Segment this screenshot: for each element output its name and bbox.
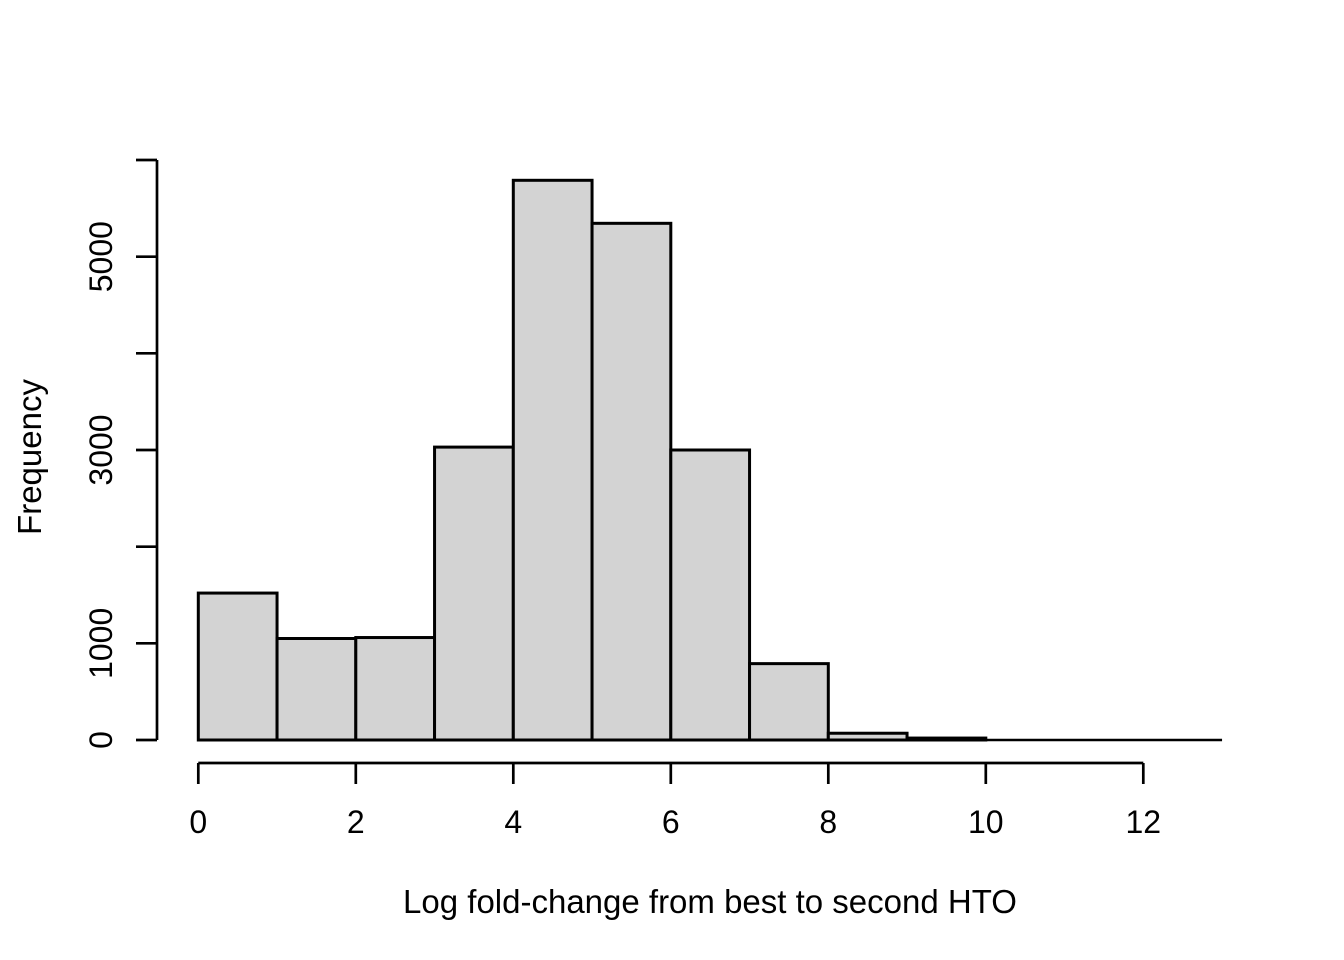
x-tick-label: 4 [504, 804, 522, 840]
tick-labels-layer: 0 1000 3000 5000 0 2 4 6 8 10 12 [83, 221, 1161, 840]
x-tick-label: 6 [662, 804, 680, 840]
y-tick-label: 5000 [83, 221, 119, 292]
y-tick-label: 3000 [83, 414, 119, 485]
histogram-bar [669, 448, 752, 742]
histogram-bar [275, 637, 358, 742]
x-tick-label: 2 [347, 804, 365, 840]
bars-layer [196, 178, 1223, 742]
y-tick-label: 0 [83, 731, 119, 749]
y-axis-label: Frequency [11, 379, 48, 535]
x-tick-label: 12 [1126, 804, 1162, 840]
x-tick-label: 8 [819, 804, 837, 840]
histogram-bar [748, 662, 830, 742]
histogram-bar [354, 636, 437, 742]
histogram-bar [590, 221, 673, 742]
x-axis-label: Log fold-change from best to second HTO [403, 883, 1017, 920]
histogram-bar [433, 445, 515, 742]
histogram-bar [511, 178, 594, 742]
x-tick-label: 10 [968, 804, 1004, 840]
x-tick-label: 0 [189, 804, 207, 840]
y-tick-label: 1000 [83, 608, 119, 679]
axes-layer [136, 158, 1145, 784]
histogram-bar [196, 591, 279, 742]
